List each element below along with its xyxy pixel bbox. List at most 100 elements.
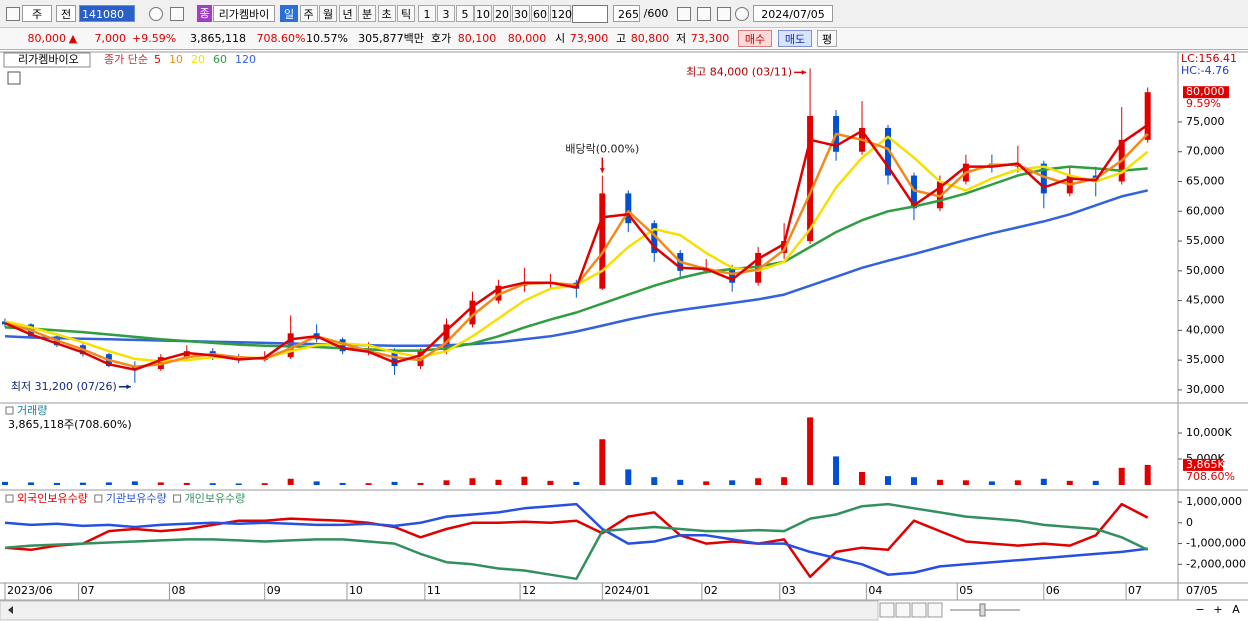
- period-button[interactable]: 분: [358, 5, 376, 22]
- interval-button[interactable]: 5: [456, 5, 474, 22]
- legend-entry: 10: [169, 53, 183, 66]
- x-tick-label: 02: [704, 584, 718, 597]
- count-input[interactable]: 265: [613, 5, 640, 22]
- scroll-button: [911, 602, 927, 618]
- legend-entry: 20: [191, 53, 205, 66]
- scope-select[interactable]: 전: [56, 5, 76, 22]
- legend-entry: 외국인보유수량: [17, 492, 88, 505]
- arrow-head: [599, 168, 605, 173]
- volume-bar: [729, 480, 736, 486]
- quote-amount: 305,877백만: [358, 32, 424, 45]
- period-button[interactable]: 초: [377, 5, 396, 22]
- empty-select[interactable]: [572, 5, 608, 23]
- volume-bar: [651, 477, 658, 486]
- candle-body: [599, 193, 606, 289]
- period-button[interactable]: 월: [319, 5, 337, 22]
- y-tick-label: 0: [1186, 516, 1193, 529]
- candle-body: [884, 127, 891, 176]
- volume-tag-label: 3,865K: [1186, 458, 1225, 471]
- quote-bid: 80,000: [507, 32, 547, 45]
- date-input[interactable]: 2024/07/05: [753, 5, 833, 22]
- menu-icon[interactable]: [6, 7, 20, 21]
- holding-line: [4, 502, 1148, 576]
- volume-bar: [2, 481, 8, 486]
- lc-label: LC:156.41: [1181, 52, 1237, 65]
- volume-bar: [1118, 467, 1125, 486]
- buy-button[interactable]: 매수: [738, 30, 772, 47]
- volume-bar: [1040, 478, 1047, 486]
- title-icon: [5, 406, 14, 415]
- period-button[interactable]: 년: [338, 5, 357, 22]
- plot-area: [4, 502, 1149, 581]
- volume-bar: [859, 472, 866, 486]
- holding-line: [4, 502, 1149, 579]
- code-input[interactable]: 141080: [79, 5, 135, 22]
- y-tick-label: -2,000,000: [1186, 557, 1246, 570]
- volume-bar: [235, 483, 242, 486]
- interval-button[interactable]: 30: [512, 5, 530, 22]
- candle-body: [443, 324, 450, 352]
- moving-average: [4, 123, 1149, 371]
- tool-icon[interactable]: [697, 7, 711, 21]
- volume-bar: [677, 479, 684, 486]
- volume-bar: [495, 479, 502, 486]
- change-tag-label: 9.59%: [1186, 97, 1221, 110]
- quote-low: 73,300: [690, 32, 730, 45]
- tool-icon[interactable]: [677, 7, 691, 21]
- stock-badge[interactable]: 종: [197, 5, 212, 22]
- price-tag-label: 80,000: [1186, 85, 1225, 98]
- volume-bar: [547, 480, 554, 486]
- interval-button[interactable]: 10: [474, 5, 492, 22]
- volume-bar: [443, 480, 450, 486]
- avg-button[interactable]: 평: [817, 30, 837, 47]
- legend-entry: 개인보유수량: [185, 492, 246, 505]
- interval-button[interactable]: 3: [437, 5, 455, 22]
- quote-ask: 80,100: [457, 32, 497, 45]
- interval-button[interactable]: 120: [550, 5, 572, 22]
- period-button[interactable]: 주: [299, 5, 318, 22]
- interval-button[interactable]: 60: [531, 5, 549, 22]
- interval-button[interactable]: 1: [418, 5, 436, 22]
- candle-body: [1040, 163, 1047, 194]
- settings-icon[interactable]: [735, 7, 749, 21]
- sell-button[interactable]: 매도: [778, 30, 812, 47]
- x-tick-label: 03: [782, 584, 796, 597]
- volume-bar: [599, 439, 606, 486]
- interval-button[interactable]: 20: [493, 5, 511, 22]
- volume-bar: [417, 482, 424, 486]
- arrow-head: [801, 69, 807, 75]
- sound-icon[interactable]: [170, 7, 184, 21]
- candle-body: [651, 223, 658, 253]
- volume-bar: [884, 476, 891, 486]
- count-max: /600: [643, 7, 669, 20]
- indicator-label: 종가 단순: [104, 53, 148, 66]
- volume-tag-change: 708.60%: [1186, 470, 1235, 483]
- x-tick-label: 10: [349, 584, 363, 597]
- search-icon[interactable]: [149, 7, 163, 21]
- x-end-label: 07/05: [1186, 584, 1218, 597]
- y-tick-label: -1,000,000: [1186, 537, 1246, 550]
- stock-name: 리가켐바이오: [18, 53, 79, 66]
- x-tick-label: 11: [427, 584, 441, 597]
- legend-entry: 기관보유수량: [106, 492, 167, 505]
- save-icon[interactable]: [717, 7, 731, 21]
- panel-title: 거래량: [17, 404, 47, 417]
- period-button[interactable]: 일: [280, 5, 298, 22]
- candle-body: [2, 321, 8, 325]
- volume-bar: [313, 481, 320, 486]
- quote-high: 80,800: [630, 32, 670, 45]
- candle-body: [729, 267, 736, 283]
- stock-name[interactable]: 리가켐바이: [213, 5, 275, 22]
- market-select[interactable]: 주: [22, 5, 52, 22]
- volume-bar: [469, 478, 476, 486]
- volume-bar: [781, 477, 788, 486]
- volume-bar: [339, 482, 346, 486]
- period-button[interactable]: 틱: [397, 5, 415, 22]
- volume-bar: [1144, 464, 1151, 486]
- volume-bar: [936, 479, 943, 486]
- hc-label: HC:-4.76: [1181, 64, 1229, 77]
- candle-body: [625, 193, 632, 224]
- x-tick-label: 09: [267, 584, 281, 597]
- quote-label: 고: [615, 32, 627, 45]
- x-tick-label: 08: [171, 584, 185, 597]
